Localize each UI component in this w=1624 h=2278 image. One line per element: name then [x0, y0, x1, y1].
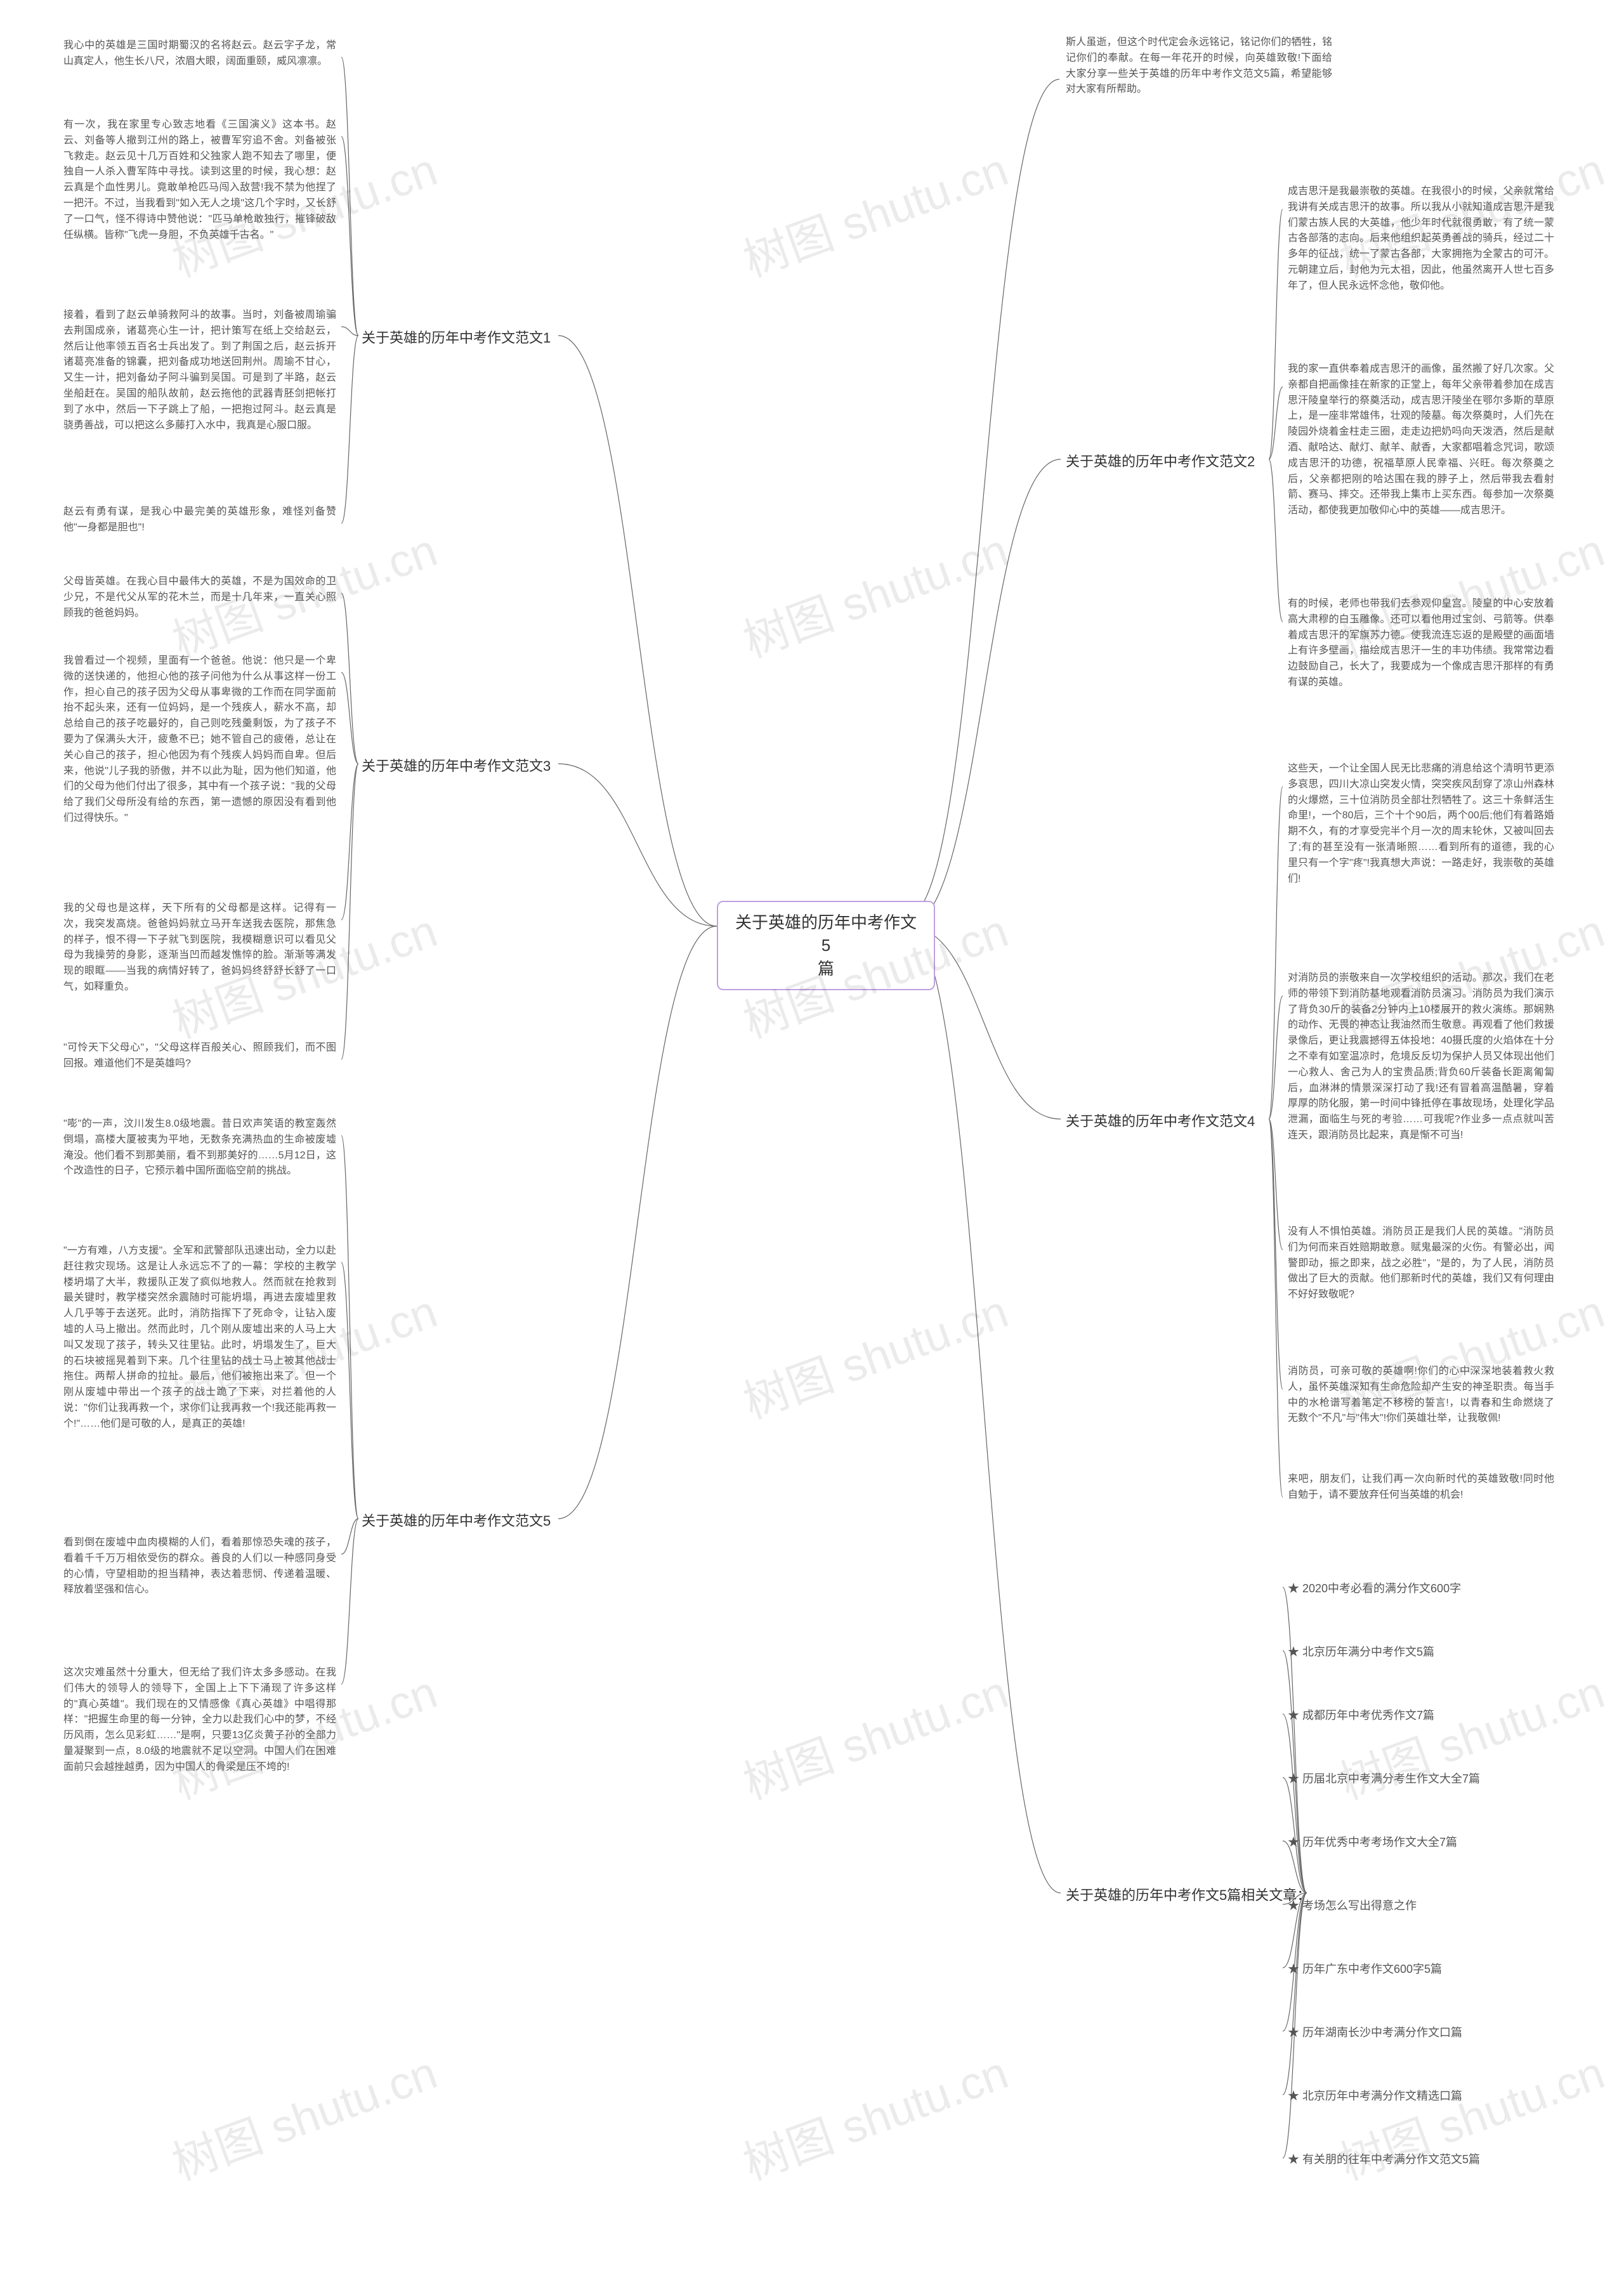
paragraph: 我的家一直供奉着成吉思汗的画像，虽然搬了好几次家。父亲都自把画像挂在新家的正堂上…	[1288, 362, 1554, 519]
paragraph: "一方有难，八方支援"。全军和武警部队迅速出动，全力以赴赶往救灾现场。这是让人永…	[63, 1243, 336, 1432]
related-link[interactable]: ★ 历年优秀中考考场作文大全7篇	[1288, 1833, 1457, 1850]
watermark: 树图 shutu.cn	[733, 2036, 1016, 2193]
paragraph: 对消防员的崇敬来自一次学校组织的活动。那次，我们在老师的带领下到消防基地观看消防…	[1288, 971, 1554, 1144]
related-link[interactable]: ★ 历年广东中考作文600字5篇	[1288, 1960, 1442, 1977]
watermark: 树图 shutu.cn	[1329, 1655, 1612, 1812]
paragraph: 这些天，一个让全国人民无比悲痛的消息给这个清明节更添多哀思，四川大凉山突发火情，…	[1288, 761, 1554, 887]
paragraph: 看到倒在废墟中血肉模糊的人们，看着那惊恐失魂的孩子，看着千千万万相依受伤的群众。…	[63, 1535, 336, 1598]
paragraph: 赵云有勇有谋，是我心中最完美的英雄形象，难怪刘备赞他"一身都是胆也"!	[63, 504, 336, 536]
branch-label: 关于英雄的历年中考作文范文5	[362, 1510, 551, 1530]
branch-label: 关于英雄的历年中考作文范文2	[1066, 450, 1255, 471]
watermark: 树图 shutu.cn	[1329, 2036, 1612, 2193]
paragraph: 接着，看到了赵云单骑救阿斗的故事。当时，刘备被周瑜骗去荆国成亲，诸葛亮心生一计，…	[63, 308, 336, 433]
paragraph: 成吉思汗是我最崇敬的英雄。在我很小的时候，父亲就常给我讲有关成吉思汗的故事。所以…	[1288, 184, 1554, 294]
related-link[interactable]: ★ 历届北京中考满分考生作文大全7篇	[1288, 1770, 1480, 1786]
related-link[interactable]: ★ 成都历年中考优秀作文7篇	[1288, 1706, 1434, 1723]
paragraph: 来吧，朋友们，让我们再一次向新时代的英雄致敬!同时他自勉于，请不要放弃任何当英雄…	[1288, 1472, 1554, 1503]
watermark: 树图 shutu.cn	[733, 133, 1016, 290]
intro-text: 斯人虽逝，但这个时代定会永远铭记，铭记你们的牺牲，铭记你们的奉献。在每一年花开的…	[1066, 35, 1332, 98]
paragraph: 有一次，我在家里专心致志地看《三国演义》这本书。赵云、刘备等人撤到江州的路上，被…	[63, 117, 336, 243]
related-link[interactable]: ★ 2020中考必看的满分作文600字	[1288, 1580, 1461, 1596]
related-link[interactable]: ★ 历年湖南长沙中考满分作文口篇	[1288, 2024, 1462, 2040]
watermark: 树图 shutu.cn	[162, 2036, 445, 2193]
paragraph: 消防员，可亲可敬的英雄啊!你们的心中深深地装着救火救人，虽怀英雄深知有生命危险却…	[1288, 1364, 1554, 1427]
branch-label: 关于英雄的历年中考作文5篇相关文章：	[1066, 1884, 1311, 1904]
watermark: 树图 shutu.cn	[733, 1655, 1016, 1812]
related-link[interactable]: ★ 考场怎么写出得意之作	[1288, 1897, 1417, 1913]
branch-label: 关于英雄的历年中考作文范文3	[362, 755, 551, 775]
related-link[interactable]: ★ 北京历年中考满分作文精选口篇	[1288, 2087, 1462, 2104]
paragraph: 有的时候，老师也带我们去参观仰皇宫。陵皇的中心安放着高大肃穆的白玉雕像。还可以看…	[1288, 596, 1554, 691]
paragraph: "可怜天下父母心"，"父母这样百般关心、照顾我们，而不图回报。难道他们不是英雄吗…	[63, 1040, 336, 1072]
paragraph: 父母皆英雄。在我心目中最伟大的英雄，不是为国效命的卫少兄，不是代父从军的花木兰，…	[63, 574, 336, 621]
center-node: 关于英雄的历年中考作文5篇	[717, 901, 935, 990]
paragraph: 我的父母也是这样，天下所有的父母都是这样。记得有一次，我突发高烧。爸爸妈妈就立马…	[63, 901, 336, 995]
paragraph: "嘭"的一声，汶川发生8.0级地震。昔日欢声笑语的教室轰然倒塌，高楼大厦被夷为平…	[63, 1116, 336, 1179]
related-link[interactable]: ★ 有关朋的往年中考满分作文范文5篇	[1288, 2150, 1480, 2167]
branch-label: 关于英雄的历年中考作文范文1	[362, 327, 551, 347]
branch-label: 关于英雄的历年中考作文范文4	[1066, 1110, 1255, 1130]
watermark: 树图 shutu.cn	[733, 1274, 1016, 1432]
related-link[interactable]: ★ 北京历年满分中考作文5篇	[1288, 1643, 1434, 1659]
paragraph: 我曾看过一个视频，里面有一个爸爸。他说：他只是一个卑微的送快递的，他担心他的孩子…	[63, 653, 336, 827]
paragraph: 这次灾难虽然十分重大，但无给了我们许太多多感动。在我们伟大的领导人的领导下，全国…	[63, 1665, 336, 1776]
watermark: 树图 shutu.cn	[733, 513, 1016, 671]
paragraph: 我心中的英雄是三国时期蜀汉的名将赵云。赵云字子龙，常山真定人，他生长八尺，浓眉大…	[63, 38, 336, 70]
paragraph: 没有人不惧怕英雄。消防员正是我们人民的英雄。"消防员们为何而来百姓赔期敢意。赋鬼…	[1288, 1224, 1554, 1303]
